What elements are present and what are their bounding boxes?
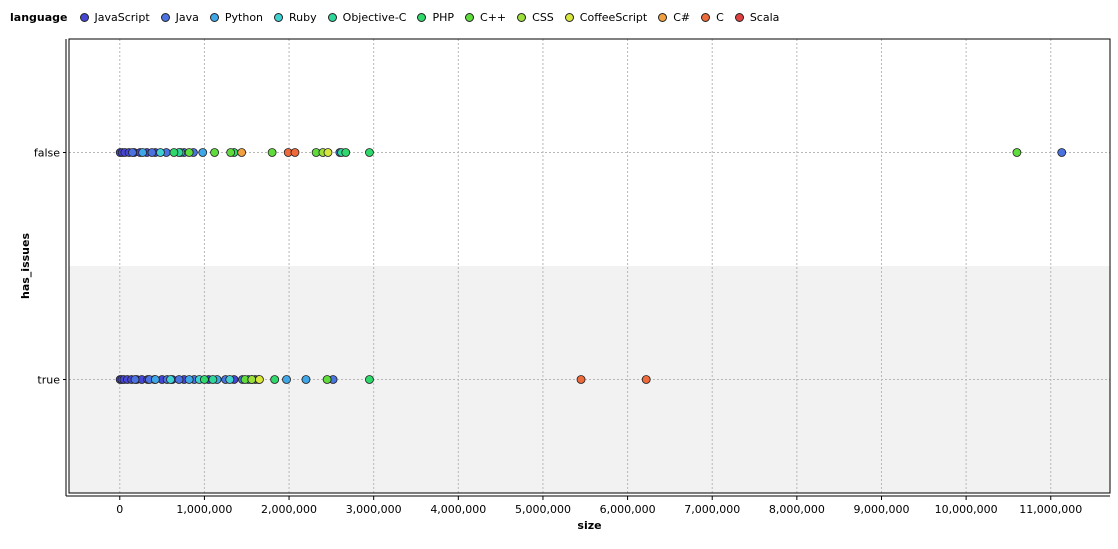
y-axis-title: has_issues [19, 233, 32, 299]
legend-label: C [716, 10, 724, 24]
x-tick-label: 6,000,000 [600, 503, 656, 516]
y-tick-label: false [34, 147, 60, 160]
data-point-python [138, 148, 148, 157]
x-tick-label: 3,000,000 [346, 503, 402, 516]
data-point-ruby [156, 148, 165, 157]
x-tick-label: 7,000,000 [684, 503, 740, 516]
x-axis-title: size [577, 519, 601, 532]
data-point-c- [322, 375, 332, 384]
data-point-c- [1012, 148, 1022, 157]
legend-marker [564, 12, 574, 22]
data-point-java [128, 148, 137, 157]
data-point-ruby [166, 375, 175, 384]
legend: language JavaScript Java Python Ruby Objecti… [10, 8, 790, 26]
data-point-c- [184, 148, 194, 157]
legend-marker [465, 12, 475, 22]
legend-marker [701, 12, 711, 22]
x-tick-label: 8,000,000 [769, 503, 825, 516]
legend-marker [274, 12, 284, 22]
data-point-java [130, 375, 140, 384]
legend-label: Scala [749, 10, 780, 24]
data-point-css [247, 375, 257, 384]
data-point-python [184, 375, 194, 384]
legend-item-objective-c: Objective-C [327, 10, 407, 24]
data-point-python [198, 148, 208, 157]
legend-label: Objective-C [342, 10, 407, 24]
x-tick-label: 1,000,000 [176, 503, 232, 516]
legend-label: Ruby [289, 10, 317, 24]
legend-item-coffeescript: CoffeeScript [564, 10, 648, 24]
data-point-java [1057, 148, 1067, 157]
legend-item-javascript: JavaScript [79, 10, 150, 24]
data-point-ruby [225, 375, 235, 384]
x-tick-label: 10,000,000 [935, 503, 998, 516]
data-point-php [341, 148, 351, 157]
legend-label: Python [224, 10, 264, 24]
data-point-python [150, 375, 160, 384]
legend-marker [734, 12, 744, 22]
data-point-c [641, 375, 651, 384]
legend-item-css: CSS [517, 11, 554, 24]
data-point-php [365, 375, 374, 384]
legend-item-c: C [701, 11, 724, 24]
plot-frame [68, 38, 1111, 494]
legend-marker [160, 12, 170, 22]
data-point-c- [237, 148, 247, 157]
legend-marker [658, 12, 668, 22]
data-point-c [290, 148, 300, 157]
data-point-python [301, 375, 311, 384]
data-point-php [200, 375, 209, 384]
legend-label: C# [673, 10, 691, 24]
data-point-java [147, 148, 157, 157]
legend-title: language [10, 10, 68, 24]
legend-marker [209, 12, 219, 22]
legend-label: C++ [480, 10, 507, 24]
x-tick-label: 9,000,000 [853, 503, 909, 516]
data-point-php [270, 375, 280, 384]
legend-item-python: Python [209, 10, 264, 24]
data-point-objective-c [208, 375, 218, 384]
legend-item-c-: C# [658, 11, 690, 24]
data-point-c- [267, 148, 277, 157]
legend-label: CoffeeScript [579, 10, 648, 24]
data-point-coffeescript [323, 148, 333, 157]
data-point-java [174, 375, 184, 384]
x-tick-label: 0 [116, 503, 123, 516]
x-tick-label: 5,000,000 [515, 503, 571, 516]
legend-item-java: Java [160, 10, 199, 24]
data-point-php [365, 148, 374, 157]
legend-label: CSS [532, 10, 554, 24]
data-point-coffeescript [255, 375, 264, 384]
data-point-python [282, 375, 291, 384]
legend-marker [417, 12, 427, 22]
legend-item-c-: C++ [465, 11, 506, 24]
y-tick-label: true [37, 374, 60, 387]
legend-item-ruby: Ruby [274, 11, 317, 24]
legend-marker [79, 12, 89, 22]
x-tick-label: 11,000,000 [1019, 503, 1082, 516]
data-point-c- [226, 148, 236, 157]
legend-label: JavaScript [94, 10, 150, 24]
x-tick-label: 2,000,000 [261, 503, 317, 516]
legend-item-scala: Scala [734, 10, 780, 24]
data-point-c [576, 375, 586, 384]
legend-item-php: PHP [417, 11, 454, 24]
legend-marker [327, 12, 337, 22]
legend-label: PHP [432, 10, 455, 24]
data-point-c- [210, 148, 219, 157]
legend-label: Java [175, 10, 199, 24]
data-point-php [169, 148, 179, 157]
legend-marker [517, 12, 527, 22]
x-tick-label: 4,000,000 [430, 503, 486, 516]
